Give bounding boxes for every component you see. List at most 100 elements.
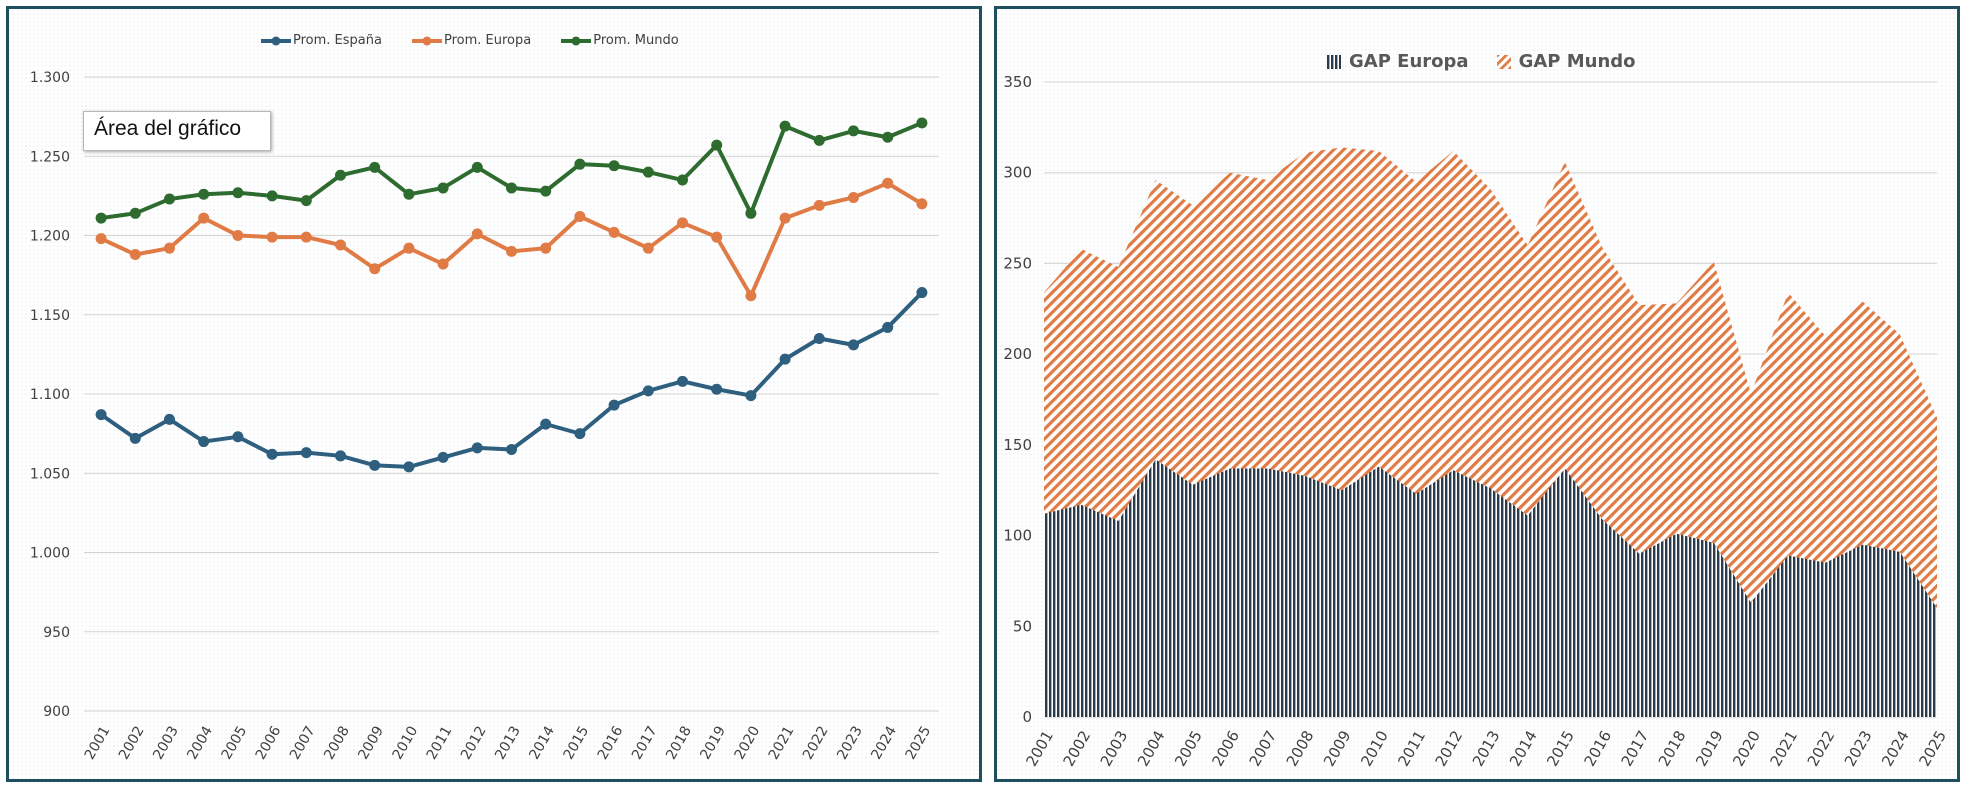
data-point-prom-mundo xyxy=(882,131,894,143)
data-point-prom-europa xyxy=(574,210,586,222)
y-tick-label: 200 xyxy=(1003,345,1032,363)
data-point-prom-europa xyxy=(266,231,278,243)
y-tick-label: 350 xyxy=(1003,73,1032,91)
data-point-prom-espana xyxy=(677,375,688,387)
data-point-prom-espana xyxy=(129,432,141,444)
y-tick-label: 100 xyxy=(1003,527,1032,545)
data-point-prom-europa xyxy=(779,212,791,224)
y-tick-label: 1.100 xyxy=(30,387,70,403)
data-point-prom-mundo xyxy=(642,166,654,178)
data-point-prom-europa xyxy=(164,242,175,254)
data-point-prom-europa xyxy=(848,191,859,203)
data-point-prom-europa xyxy=(335,239,346,251)
data-point-prom-europa xyxy=(813,199,825,211)
data-point-prom-mundo xyxy=(711,139,723,151)
data-point-prom-mundo xyxy=(745,207,757,219)
data-point-prom-mundo xyxy=(779,120,791,132)
data-point-prom-espana xyxy=(642,385,654,397)
legend-label-europa: Prom. Europa xyxy=(443,33,532,48)
data-point-prom-mundo xyxy=(164,193,175,205)
data-point-prom-europa xyxy=(642,242,654,254)
legend-item-espana[interactable]: Prom. España xyxy=(259,33,382,48)
data-point-prom-europa xyxy=(711,231,723,243)
data-point-prom-mundo xyxy=(403,188,415,200)
y-tick-label: 1.200 xyxy=(30,229,70,245)
data-point-prom-espana xyxy=(164,413,175,425)
data-point-prom-espana xyxy=(232,431,244,443)
data-point-prom-espana xyxy=(745,390,757,402)
data-point-prom-mundo xyxy=(266,190,278,202)
data-point-prom-europa xyxy=(300,231,312,243)
data-point-prom-espana xyxy=(95,409,107,421)
legend-swatch-gap-europa xyxy=(1327,54,1341,69)
legend-dot-europa xyxy=(422,36,432,45)
y-tick-label: 150 xyxy=(1003,436,1032,454)
legend-marker-europa xyxy=(411,36,442,45)
data-point-prom-europa xyxy=(437,258,449,270)
y-tick-label: 1.300 xyxy=(30,70,70,86)
y-tick-label: 900 xyxy=(43,704,70,720)
data-point-prom-europa xyxy=(232,230,244,241)
chart-area-tooltip: Área del gráfico xyxy=(83,111,271,151)
legend-item-gap-mundo[interactable]: GAP Mundo xyxy=(1496,51,1636,72)
data-point-prom-europa xyxy=(198,212,210,224)
data-point-prom-espana xyxy=(813,333,825,345)
data-point-prom-espana xyxy=(574,428,586,440)
data-point-prom-europa xyxy=(95,233,107,245)
data-point-prom-mundo xyxy=(848,125,859,137)
y-tick-label: 1.050 xyxy=(30,466,70,482)
legend-dot-espana xyxy=(271,36,281,45)
data-point-prom-mundo xyxy=(232,187,244,199)
data-point-prom-espana xyxy=(506,443,517,455)
data-point-prom-mundo xyxy=(608,160,620,172)
data-point-prom-espana xyxy=(608,399,620,411)
data-point-prom-espana xyxy=(198,436,210,448)
data-point-prom-mundo xyxy=(95,212,107,224)
data-point-prom-europa xyxy=(403,242,415,254)
y-tick-label: 1.250 xyxy=(30,149,70,165)
data-point-prom-mundo xyxy=(129,207,141,219)
legend-label-gap-europa: GAP Europa xyxy=(1349,51,1469,72)
line-chart-panel[interactable]: 900 950 1.000 1.050 1.100 1.150 1.200 1.250 1.30… xyxy=(6,6,982,782)
data-point-prom-espana xyxy=(300,447,312,459)
data-point-prom-europa xyxy=(471,228,483,240)
data-point-prom-mundo xyxy=(916,117,928,129)
data-point-prom-europa xyxy=(369,263,381,275)
data-point-prom-mundo xyxy=(335,169,346,181)
legend-swatch-gap-mundo-rect xyxy=(1496,54,1511,69)
area-chart-panel[interactable]: 0 50 100 150 200 250 300 350 2001 2002 2003 2004 200… xyxy=(994,6,1960,782)
data-point-prom-mundo xyxy=(677,174,688,186)
y-tick-label: 1.150 xyxy=(30,308,70,324)
y-tick-label: 250 xyxy=(1003,254,1032,272)
data-point-prom-espana xyxy=(540,418,552,430)
line-chart-legend[interactable]: Prom. España Prom. Europa Prom. Mundo xyxy=(259,33,707,48)
y-tick-label: 950 xyxy=(43,625,70,641)
legend-item-europa[interactable]: Prom. Europa xyxy=(410,33,531,48)
y-tick-label: 50 xyxy=(1013,617,1032,635)
data-point-prom-europa xyxy=(882,177,894,189)
data-point-prom-mundo xyxy=(540,185,552,197)
data-point-prom-mundo xyxy=(437,182,449,194)
legend-label-gap-mundo: GAP Mundo xyxy=(1518,51,1636,72)
data-point-prom-espana xyxy=(403,461,415,473)
data-point-prom-espana xyxy=(779,353,791,365)
y-tick-label: 0 xyxy=(1022,708,1032,726)
data-point-prom-espana xyxy=(711,383,723,395)
data-point-prom-europa xyxy=(540,242,552,254)
data-point-prom-mundo xyxy=(198,188,210,200)
legend-item-gap-europa[interactable]: GAP Europa xyxy=(1327,51,1469,72)
data-point-prom-espana xyxy=(437,451,449,463)
area-chart-legend[interactable]: GAP Europa GAP Mundo xyxy=(1327,51,1664,72)
data-point-prom-espana xyxy=(916,287,928,299)
legend-marker-espana xyxy=(261,36,291,45)
data-point-prom-europa xyxy=(745,290,757,302)
data-point-prom-espana xyxy=(266,448,278,460)
data-point-prom-mundo xyxy=(813,134,825,146)
data-point-prom-espana xyxy=(369,459,381,471)
data-point-prom-espana xyxy=(335,450,346,462)
legend-item-mundo[interactable]: Prom. Mundo xyxy=(559,33,679,48)
data-point-prom-europa xyxy=(608,226,620,238)
legend-marker-mundo xyxy=(561,36,592,45)
y-tick-label: 1.000 xyxy=(30,546,70,562)
